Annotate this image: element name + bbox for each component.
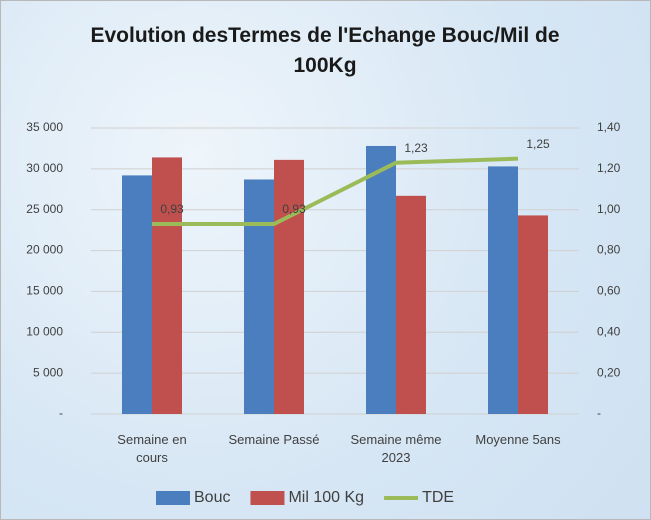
y-tick-label: 20 000 xyxy=(26,243,63,257)
x-tick-label: Moyenne 5ans xyxy=(475,432,561,447)
bar xyxy=(122,175,152,414)
y2-tick-label: 0,80 xyxy=(597,243,621,257)
y2-tick-label: 1,00 xyxy=(597,202,621,216)
data-label: 1,23 xyxy=(404,141,428,155)
legend-swatch xyxy=(250,491,285,505)
legend-swatch xyxy=(156,491,190,505)
y-tick-label: 10 000 xyxy=(26,324,63,338)
x-tick-label: Semaine en cours xyxy=(117,432,187,465)
y2-tick-label: 1,40 xyxy=(597,120,621,134)
y2-tick-label: 1,20 xyxy=(597,161,621,175)
legend-label: TDE xyxy=(422,489,454,506)
y2-tick-label: - xyxy=(597,406,601,420)
legend-label: Mil 100 Kg xyxy=(288,489,364,506)
x-tick-label: Semaine Passé xyxy=(228,432,320,447)
x-tick-label: Semaine même 2023 xyxy=(350,432,442,465)
y-tick-label: - xyxy=(59,406,63,420)
bar xyxy=(396,195,426,414)
bar xyxy=(518,215,548,414)
y2-tick-label: 0,60 xyxy=(597,284,621,298)
y-tick-label: 30 000 xyxy=(26,161,63,175)
data-label: 1,25 xyxy=(526,137,550,151)
data-label: 0,93 xyxy=(160,202,184,216)
line xyxy=(152,156,519,227)
bar xyxy=(244,179,274,414)
bar xyxy=(274,159,304,414)
y2-tick-label: 0,20 xyxy=(597,365,621,379)
bar xyxy=(366,145,396,414)
y2-tick-label: 0,40 xyxy=(597,324,621,338)
y-tick-label: 5 000 xyxy=(33,365,63,379)
y-tick-label: 35 000 xyxy=(26,120,63,134)
legend-label: Bouc xyxy=(194,489,230,506)
y-tick-label: 15 000 xyxy=(26,284,63,298)
bar xyxy=(488,166,518,414)
data-label: 0,93 xyxy=(282,202,306,216)
chart-title: Evolution desTermes de l'Echange Bouc/Mi… xyxy=(90,24,560,77)
y-tick-label: 25 000 xyxy=(26,202,63,216)
bar xyxy=(152,157,182,414)
